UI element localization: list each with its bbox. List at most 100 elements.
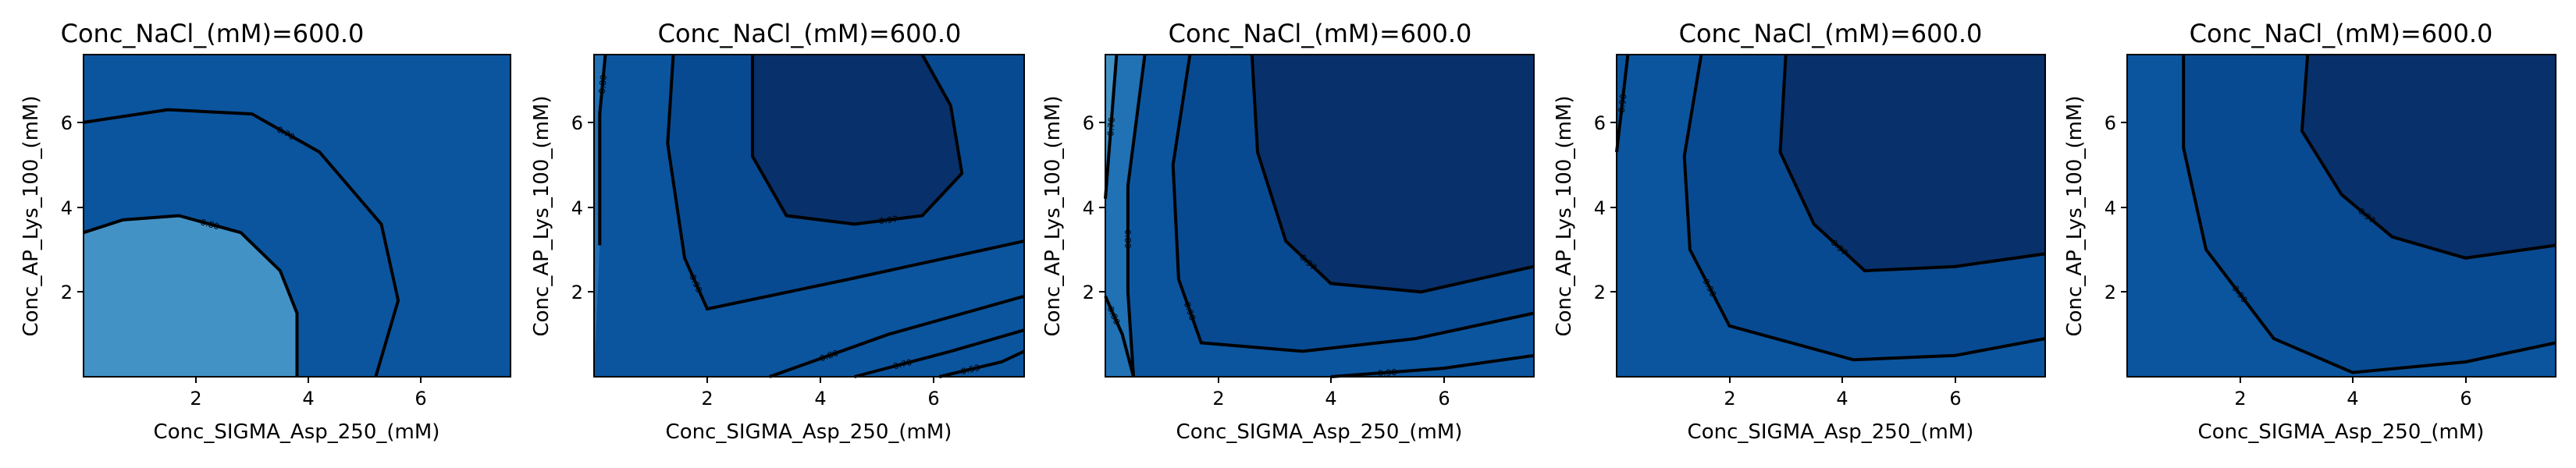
y-axis-label: Conc_AP_Lys_100_(mM) xyxy=(1041,95,1065,336)
contour-line xyxy=(1615,54,1630,153)
plot-frame xyxy=(83,54,511,378)
plot-frame xyxy=(1616,54,2046,378)
panel-title: Conc_NaCl_(mM)=600.0 xyxy=(1679,19,1983,48)
contour-line xyxy=(2300,54,2556,260)
contour-region xyxy=(1780,55,2045,271)
x-tick-label: 4 xyxy=(1325,388,1336,410)
contour-region xyxy=(753,55,962,225)
y-axis: 2 4 6 Conc_AP_Lys_100_(mM) xyxy=(20,95,84,337)
panel-title: Conc_NaCl_(mM)=600.0 xyxy=(1169,19,1472,48)
y-tick-label: 4 xyxy=(571,197,583,219)
contour-level-label: 0.53 xyxy=(960,363,981,377)
x-axis-label: Conc_SIGMA_Asp_250_(mM) xyxy=(1688,420,1974,444)
y-tick-label: 6 xyxy=(2105,112,2116,134)
contour-lines: 0.970.900.90 xyxy=(1615,54,2046,362)
contour-fills xyxy=(594,55,1024,377)
contour-line xyxy=(83,108,400,378)
x-tick-label: 4 xyxy=(1836,388,1848,410)
contour-lines: 0.970.90 xyxy=(2182,54,2556,374)
x-tick-label: 2 xyxy=(701,388,713,410)
y-axis-label: Conc_AP_Lys_100_(mM) xyxy=(2063,95,2087,336)
x-tick-label: 2 xyxy=(1724,388,1735,410)
contour-line xyxy=(1330,353,1535,378)
contour-level-label: 0.80 xyxy=(199,217,220,232)
y-axis-label: Conc_AP_Lys_100_(mM) xyxy=(530,95,553,336)
contour-fills xyxy=(1617,55,2045,377)
x-tick-label: 6 xyxy=(1438,388,1450,410)
contour-level-label: 0.80 xyxy=(597,74,609,94)
contour-line xyxy=(598,54,607,246)
contour-line xyxy=(853,328,1025,378)
x-axis: 2 4 6 Conc_SIGMA_Asp_250_(mM) xyxy=(154,377,440,444)
y-tick-label: 4 xyxy=(61,197,73,219)
x-tick-label: 4 xyxy=(2347,388,2358,410)
contour-region xyxy=(84,55,511,377)
contour-level-label: 0.70 xyxy=(892,357,913,372)
x-tick-label: 2 xyxy=(1212,388,1224,410)
x-tick-label: 4 xyxy=(814,388,826,410)
contour-panel-2: Conc_NaCl_(mM)=600.0 0.970.900.800.800.7… xyxy=(530,19,1025,444)
x-tick-label: 6 xyxy=(927,388,939,410)
contour-panel-5: Conc_NaCl_(mM)=600.0 0.970.90 2 4 6 Conc… xyxy=(2063,19,2556,444)
x-axis-label: Conc_SIGMA_Asp_250_(mM) xyxy=(154,420,440,444)
contour-line xyxy=(1104,295,1136,378)
x-tick-label: 6 xyxy=(415,388,426,410)
contour-line xyxy=(751,54,964,226)
plot-frame xyxy=(2126,54,2556,378)
y-axis-label: Conc_AP_Lys_100_(mM) xyxy=(1553,95,1576,336)
y-axis: 2 4 6 Conc_AP_Lys_100_(mM) xyxy=(1553,95,1617,337)
y-tick-label: 2 xyxy=(1083,282,1094,303)
y-tick-label: 2 xyxy=(571,282,583,303)
contour-line xyxy=(1171,54,1535,353)
contour-fills xyxy=(1105,55,1534,377)
contour-line xyxy=(938,349,1025,378)
contour-lines: 0.970.900.800.700.800.90 xyxy=(1104,54,1535,379)
y-tick-label: 2 xyxy=(61,282,73,303)
panel-title: Conc_NaCl_(mM)=600.0 xyxy=(2190,19,2493,48)
y-axis: 2 4 6 Conc_AP_Lys_100_(mM) xyxy=(2063,95,2127,337)
y-tick-label: 4 xyxy=(2105,197,2116,219)
contour-line xyxy=(1778,54,2046,273)
x-tick-label: 6 xyxy=(2460,388,2471,410)
contour-level-label: 0.70 xyxy=(1105,117,1117,136)
y-tick-label: 2 xyxy=(2105,282,2116,303)
contour-panel-1: Conc_NaCl_(mM)=600.0 0.800.70 2 4 6 Conc… xyxy=(20,19,511,444)
y-tick-label: 2 xyxy=(1594,282,1606,303)
contour-region xyxy=(2301,55,2556,258)
contour-line xyxy=(1250,54,1535,294)
contour-panel-3: Conc_NaCl_(mM)=600.0 0.970.900.800.700.8… xyxy=(1041,19,1535,444)
y-axis-label: Conc_AP_Lys_100_(mM) xyxy=(20,95,43,336)
contour-line xyxy=(1126,54,1147,378)
contour-region xyxy=(1251,55,1534,292)
y-tick-label: 6 xyxy=(1594,112,1606,134)
x-axis-label: Conc_SIGMA_Asp_250_(mM) xyxy=(1176,420,1463,444)
x-tick-label: 2 xyxy=(190,388,201,410)
contour-line xyxy=(1682,54,2046,362)
contour-fills xyxy=(2127,55,2556,377)
x-tick-label: 4 xyxy=(302,388,314,410)
y-tick-label: 6 xyxy=(61,112,73,134)
contour-fills xyxy=(84,55,511,377)
contour-line xyxy=(769,294,1025,378)
y-tick-label: 4 xyxy=(1594,197,1606,219)
plot-frame xyxy=(1105,54,1535,378)
y-tick-label: 6 xyxy=(1083,112,1094,134)
y-axis: 2 4 6 Conc_AP_Lys_100_(mM) xyxy=(1041,95,1105,337)
x-tick-label: 6 xyxy=(1949,388,1961,410)
x-axis: 2 4 6 Conc_SIGMA_Asp_250_(mM) xyxy=(1688,377,1974,444)
contour-line xyxy=(1104,54,1119,199)
contour-level-label: 0.90 xyxy=(1378,367,1397,379)
contour-level-label: 0.90 xyxy=(1617,94,1629,114)
x-tick-label: 2 xyxy=(2234,388,2246,410)
x-axis: 2 4 6 Conc_SIGMA_Asp_250_(mM) xyxy=(2198,377,2484,444)
x-axis-label: Conc_SIGMA_Asp_250_(mM) xyxy=(666,420,952,444)
contour-lines: 0.970.900.800.800.70 0.53 xyxy=(597,54,1025,378)
contour-level-label: 0.97 xyxy=(878,214,898,226)
panel-title: Conc_NaCl_(mM)=600.0 xyxy=(658,19,962,48)
contour-panel-4: Conc_NaCl_(mM)=600.0 0.970.900.90 2 4 6 … xyxy=(1553,19,2046,444)
plot-frame xyxy=(593,54,1025,378)
contour-line xyxy=(666,54,1025,311)
contour-level-label: 0.80 xyxy=(1123,229,1133,249)
panel-title: Conc_NaCl_(mM)=600.0 xyxy=(61,19,365,48)
